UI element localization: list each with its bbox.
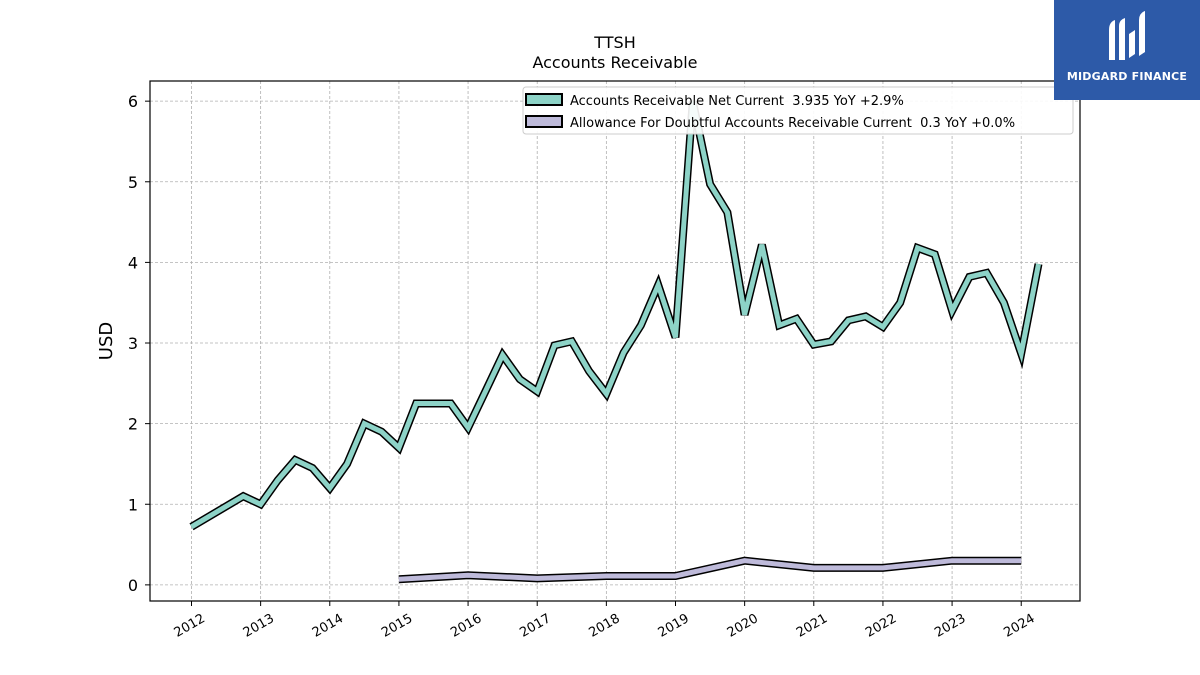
- x-tick-label: 2020: [725, 611, 761, 641]
- x-tick-label: 2015: [379, 611, 415, 641]
- y-tick-label: 5: [128, 173, 138, 192]
- x-tick-label: 2013: [241, 611, 277, 641]
- x-tick-label: 2024: [1001, 611, 1037, 641]
- midgard-logo-icon: [1109, 11, 1145, 60]
- x-tick-label: 2017: [517, 611, 553, 641]
- legend: Accounts Receivable Net Current 3.935 Yo…: [522, 86, 1074, 135]
- x-tick-label: 2022: [863, 611, 899, 641]
- y-tick-label: 3: [128, 334, 138, 353]
- y-axis-label: USD: [96, 322, 117, 360]
- legend-box: [522, 86, 1074, 135]
- legend-label-accounts-receivable: Accounts Receivable Net Current 3.935 Yo…: [570, 94, 904, 109]
- x-tick-label: 2018: [587, 611, 623, 641]
- legend-label-allowance: Allowance For Doubtful Accounts Receivab…: [570, 116, 1015, 131]
- x-tick-label: 2014: [310, 611, 346, 641]
- chart-title: TTSH: [593, 33, 635, 52]
- legend-swatch-allowance: [525, 115, 563, 128]
- series-outline-0: [189, 100, 1043, 531]
- y-tick-label: 2: [128, 415, 138, 434]
- x-tick-label: 2021: [794, 611, 830, 641]
- y-tick-label: 6: [128, 92, 138, 111]
- brand-logo: MIDGARD FINANCE: [1054, 0, 1200, 100]
- y-tick-label: 4: [128, 253, 138, 272]
- x-tick-label: 2019: [656, 611, 692, 641]
- chart-subtitle: Accounts Receivable: [532, 53, 697, 72]
- plot-frame: [149, 80, 1081, 602]
- series-line-0: [190, 100, 1041, 529]
- grid: [150, 81, 1080, 601]
- x-tick-label: 2023: [932, 611, 968, 641]
- series-layer: [189, 100, 1043, 584]
- series-line-1: [398, 558, 1022, 582]
- x-tick-label: 2012: [172, 611, 208, 641]
- y-tick-label: 0: [128, 576, 138, 595]
- y-tick-label: 1: [128, 495, 138, 514]
- x-tick-label: 2016: [448, 611, 484, 641]
- brand-name: MIDGARD FINANCE: [1066, 70, 1188, 83]
- legend-swatch-accounts-receivable: [525, 93, 563, 106]
